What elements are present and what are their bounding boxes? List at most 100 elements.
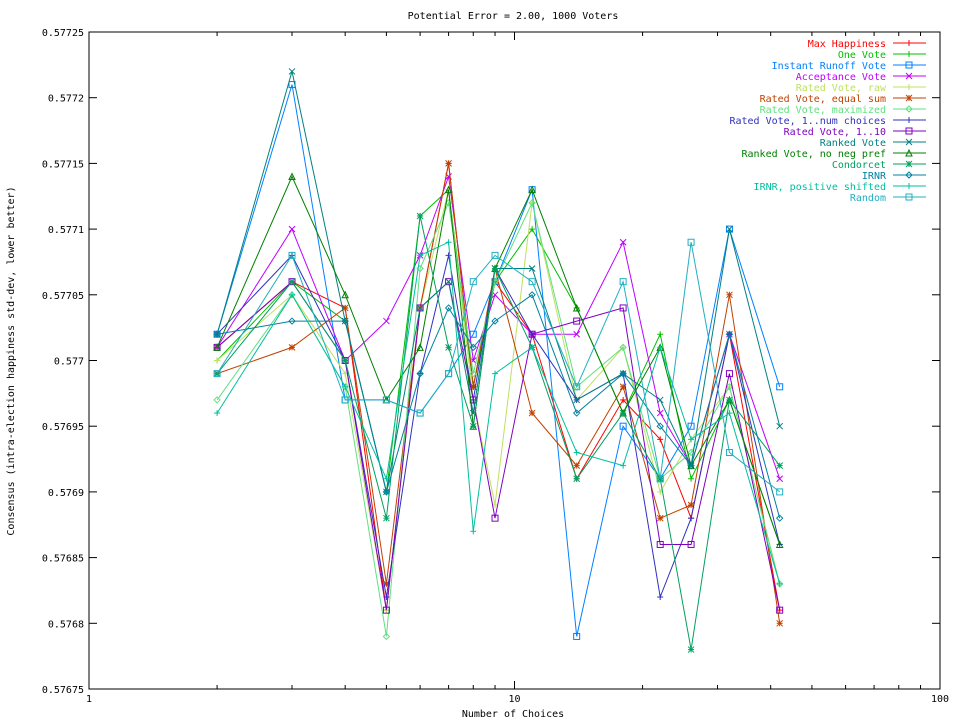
data-point [341,396,349,404]
data-point [383,514,390,522]
data-point [469,369,477,378]
series-14 [213,238,784,496]
data-point [619,369,627,378]
legend-marker [905,171,913,179]
data-point [573,632,581,640]
data-point [687,238,695,246]
legend-marker [905,148,913,157]
legend-marker [905,127,913,135]
legend-label: Rated Vote, equal sum [760,94,886,105]
plot-frame [88,31,941,690]
data-point [619,238,627,246]
y-tick-label: 0.5772 [48,94,84,105]
data-point [776,422,784,430]
legend-label: Rated Vote, maximized [760,105,886,116]
data-point [656,514,664,522]
legend-label: Ranked Vote, no neg pref [742,149,887,160]
data-point [342,383,349,390]
data-point [573,396,581,404]
legend-marker [906,51,912,57]
x-tick-label: 1 [86,694,92,705]
data-point [214,357,221,364]
data-point [528,409,536,417]
legend-marker [906,117,912,123]
data-point [382,632,391,641]
data-point [687,540,695,548]
data-point [688,436,695,443]
series-13 [214,239,783,587]
legend-label: Acceptance Vote [796,72,886,83]
y-tick-label: 0.57675 [42,685,84,696]
data-point [491,265,499,272]
data-point [573,330,581,338]
data-point [529,226,536,233]
data-point [726,225,733,233]
data-point [687,646,695,653]
data-point [445,160,452,167]
y-axis-label: Consensus (intra-election happiness std-… [6,186,17,535]
data-point [213,370,221,377]
data-point [528,278,536,286]
data-point [620,396,627,403]
data-point [469,422,477,430]
data-point [725,448,733,456]
legend-marker [905,138,913,146]
data-point [619,278,627,286]
data-point [619,422,627,430]
data-point [445,278,452,286]
data-point [470,528,477,535]
data-point [688,475,695,482]
data-point [528,265,536,272]
legend-label: IRNR, positive shifted [754,182,886,193]
plot-series [213,68,784,653]
y-tick-label: 0.5771 [48,225,84,236]
data-point [776,619,784,627]
series-11 [213,212,784,653]
data-point [382,488,391,496]
data-point [416,369,424,378]
y-tick-label: 0.57695 [42,422,84,433]
data-point [687,461,695,470]
data-point [444,304,453,312]
axis-ticks: 0.57675 0.5768 0.57685 0.5769 0.57695 0.577 0.… [42,28,949,705]
data-point [416,409,424,417]
data-point [775,514,784,522]
data-point [529,344,536,351]
data-point [657,594,664,601]
data-point [214,410,221,417]
data-point [445,344,452,351]
data-point [725,370,733,378]
data-point [416,212,424,220]
legend-label: Rated Vote, raw [796,83,887,94]
data-point [445,370,453,378]
data-point [528,199,536,207]
data-point [775,540,784,548]
legend-label: Rated Vote, 1..10 [784,127,886,138]
data-point [469,343,477,352]
data-point [213,370,221,378]
data-point [776,580,783,587]
data-point [491,251,499,259]
data-point [417,252,424,259]
data-point [416,304,424,312]
data-point [341,317,349,325]
y-tick-label: 0.5768 [48,619,84,630]
series-12 [213,291,784,522]
data-point [288,278,296,286]
data-point [619,343,627,352]
legend-label: Instant Runoff Vote [772,61,886,72]
data-point [656,396,664,404]
data-point [776,462,784,469]
data-point [656,422,664,430]
series-line [216,242,781,493]
data-point [416,343,424,351]
data-point [776,488,784,496]
y-tick-label: 0.5769 [48,488,84,499]
data-point [528,291,536,299]
series-line [216,200,781,637]
data-point [657,344,664,351]
data-point [491,291,499,299]
y-tick-label: 0.57715 [42,159,84,170]
